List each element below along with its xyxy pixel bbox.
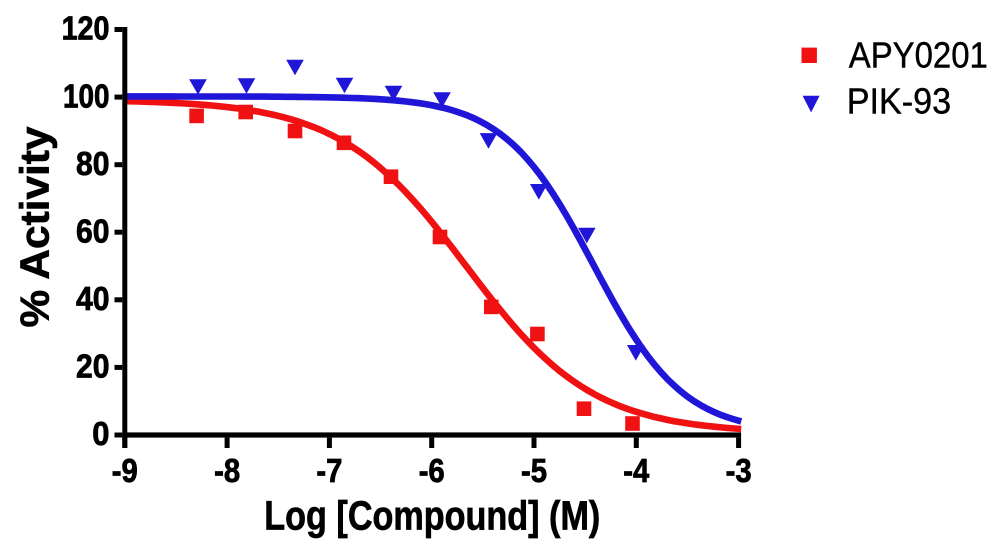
svg-text:60: 60 <box>76 212 110 249</box>
svg-text:% Activity: % Activity <box>12 126 58 327</box>
svg-text:-3: -3 <box>726 452 752 489</box>
svg-text:-6: -6 <box>419 452 445 489</box>
svg-text:-7: -7 <box>316 452 342 489</box>
svg-text:PIK-93: PIK-93 <box>847 81 952 122</box>
svg-text:-5: -5 <box>521 452 547 489</box>
svg-text:20: 20 <box>76 348 110 385</box>
svg-text:0: 0 <box>92 415 109 452</box>
svg-text:Log [Compound] (M): Log [Compound] (M) <box>264 493 600 539</box>
svg-text:-4: -4 <box>623 452 650 489</box>
svg-text:-8: -8 <box>214 452 240 489</box>
svg-text:100: 100 <box>63 77 110 114</box>
svg-text:APY0201: APY0201 <box>849 35 988 76</box>
svg-text:40: 40 <box>76 280 110 317</box>
svg-text:-9: -9 <box>112 452 138 489</box>
svg-text:80: 80 <box>76 145 110 182</box>
svg-text:120: 120 <box>62 10 110 47</box>
